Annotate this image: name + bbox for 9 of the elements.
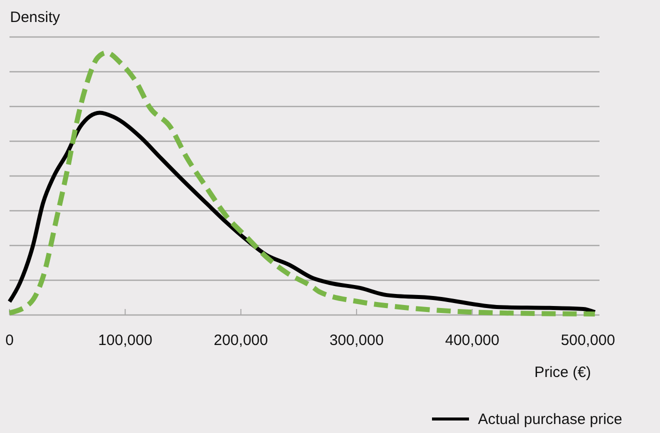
x-tick-label: 100,000: [98, 332, 152, 349]
y-axis-title: Density: [10, 9, 61, 26]
x-tick-label: 500,000: [560, 332, 616, 349]
x-tick-label: 300,000: [329, 332, 384, 349]
legend-label: Actual purchase price: [478, 411, 622, 428]
x-tick-label: 400,000: [445, 332, 500, 349]
x-axis-title: Price (€): [534, 364, 591, 381]
x-tick-label: 200,000: [214, 332, 268, 349]
x-tick-label: 0: [5, 332, 14, 349]
